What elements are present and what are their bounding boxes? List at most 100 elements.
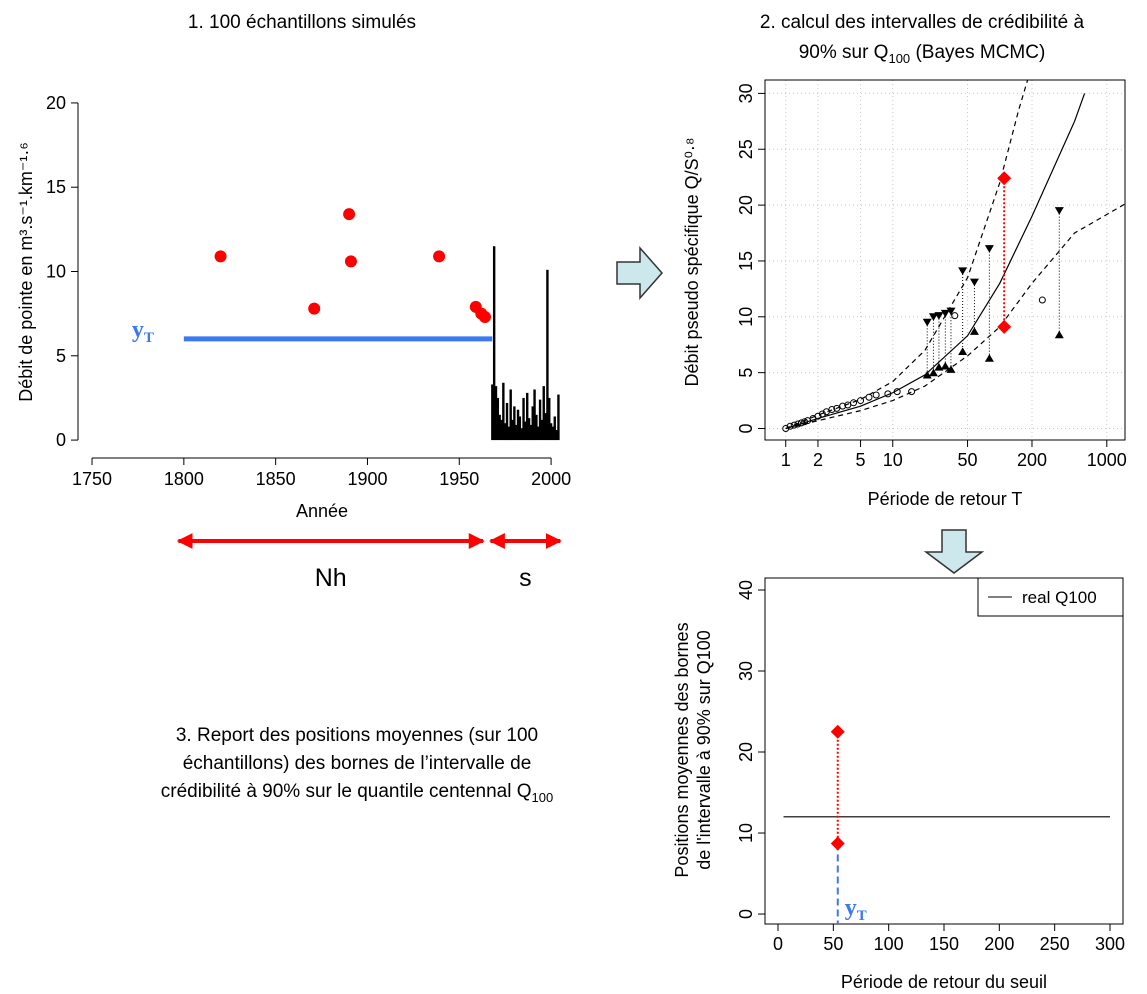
threshold-symbol: y	[132, 317, 144, 343]
line	[785, 80, 1029, 430]
bar	[551, 426, 555, 441]
lower-bound	[946, 365, 956, 373]
lower-bound	[922, 370, 932, 379]
point	[214, 250, 227, 263]
bar	[548, 397, 551, 441]
chart-title: 2. calcul des intervalles de crédibilité…	[760, 12, 1085, 33]
upper-bound	[984, 245, 994, 253]
y-tick-label: 0	[736, 909, 756, 919]
y-axis-label: Débit pseudo spécifique Q/S⁰·⁸	[682, 138, 702, 387]
bar	[503, 423, 507, 441]
bar	[518, 416, 522, 441]
bar	[538, 399, 542, 441]
x-tick-label: 1750	[72, 469, 112, 489]
upper-bound	[958, 267, 968, 276]
bar	[511, 419, 514, 441]
x-tick-label: 1950	[439, 469, 479, 489]
bar	[540, 419, 544, 441]
threshold-symbol: y	[845, 895, 857, 921]
threshold-subscript: T	[144, 330, 154, 346]
flow-arrow	[616, 246, 663, 300]
y-tick-label: 5	[56, 346, 66, 366]
point	[478, 311, 491, 324]
point	[908, 388, 916, 396]
bar	[546, 269, 549, 441]
threshold-label: yT	[845, 895, 867, 924]
bar	[496, 397, 500, 441]
y-tick-label: 10	[736, 823, 756, 843]
upper-bound	[928, 313, 938, 321]
bar	[537, 426, 540, 441]
x-tick-label: 1850	[256, 469, 296, 489]
bar	[531, 406, 534, 441]
bar	[526, 392, 529, 441]
point	[308, 302, 321, 315]
point	[828, 406, 836, 414]
upper-bound	[934, 312, 944, 320]
line	[785, 93, 1086, 430]
y-tick-label: 25	[736, 139, 756, 159]
x-tick-label: 1	[781, 450, 791, 470]
chart-title: 1. 100 échantillons simulés	[188, 12, 416, 33]
caption-text: crédibilité à 90% sur le quantile centen…	[161, 781, 532, 802]
lower-bound	[940, 361, 950, 370]
y-tick-label: 30	[736, 83, 756, 103]
x-axis-label: Période de retour du seuil	[841, 972, 1047, 992]
point	[865, 393, 873, 401]
upper-bound	[969, 278, 979, 287]
lower-bound	[1054, 330, 1064, 339]
threshold-label: yT	[132, 317, 154, 346]
x-tick-label: 5	[856, 450, 866, 470]
upper-bound	[1054, 207, 1064, 215]
interval-lower	[830, 836, 845, 851]
point	[951, 312, 959, 320]
bar	[505, 402, 509, 441]
x-tick-label: 200	[1017, 450, 1047, 470]
threshold-subscript: T	[857, 908, 867, 924]
y-tick-label: 10	[736, 307, 756, 327]
flow-arrow	[923, 529, 985, 574]
upper-bound	[940, 309, 950, 318]
lower-bound	[928, 368, 938, 377]
title-subscript: 100	[888, 51, 910, 66]
lower-bound	[969, 327, 979, 335]
bar	[524, 421, 527, 441]
point	[433, 250, 446, 263]
x-tick-label: 100	[874, 934, 904, 954]
bar	[527, 418, 531, 441]
x-tick-label: 300	[1095, 934, 1125, 954]
plot-frame	[764, 577, 1124, 925]
x-tick-label: 200	[984, 934, 1014, 954]
lower-bound	[958, 347, 968, 356]
bar	[549, 423, 553, 441]
x-axis-label: Période de retour T	[868, 489, 1023, 509]
bar	[509, 389, 512, 441]
span-label: Nh	[315, 564, 347, 592]
point	[850, 399, 858, 407]
bar	[492, 246, 496, 441]
bar	[491, 384, 494, 441]
y-tick-label: 15	[46, 177, 66, 197]
x-tick-label: 1000	[1087, 450, 1127, 470]
point	[833, 404, 841, 412]
bar	[498, 414, 501, 441]
y-tick-label: 10	[46, 262, 66, 282]
bar	[533, 389, 536, 441]
caption: 3. Report des positions moyennes (sur 10…	[176, 725, 538, 746]
y-tick-label: 5	[736, 368, 756, 378]
upper-bound	[946, 307, 956, 316]
plot-area	[765, 80, 1125, 440]
x-tick-label: 10	[883, 450, 903, 470]
bar	[520, 428, 523, 441]
x-tick-label: 2	[813, 450, 823, 470]
y-axis-label: Débit de pointe en m³.s⁻¹.km⁻¹·⁶	[16, 142, 36, 402]
bar	[557, 394, 560, 441]
bar	[542, 386, 545, 441]
x-tick-label: 50	[823, 934, 843, 954]
point	[344, 255, 357, 268]
bar	[513, 406, 516, 441]
y-tick-label: 0	[56, 430, 66, 450]
lower-bound	[934, 363, 944, 371]
y-tick-label: 20	[46, 93, 66, 113]
x-tick-label: 150	[929, 934, 959, 954]
